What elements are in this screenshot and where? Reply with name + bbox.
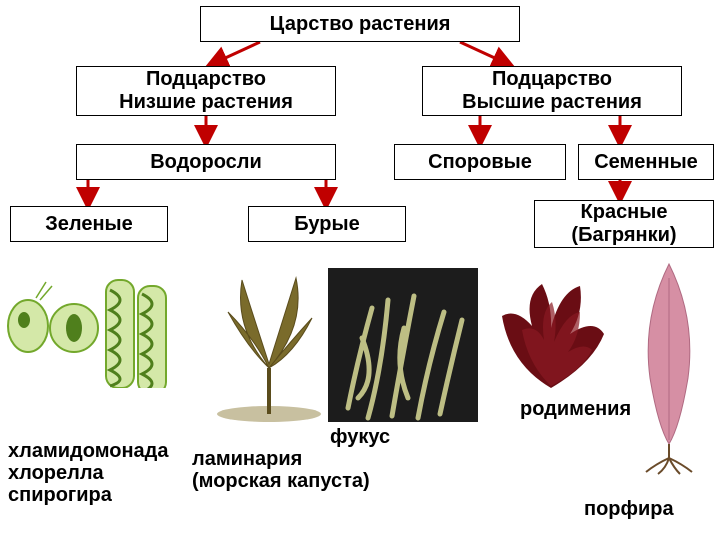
arrow-1 xyxy=(460,42,510,65)
node-spore: Споровые xyxy=(394,144,566,180)
node-kingdom: Царство растения xyxy=(200,6,520,42)
node-algae: Водоросли xyxy=(76,144,336,180)
node-sub_higher-line2: Высшие растения xyxy=(462,91,642,114)
node-seed-line1: Семенные xyxy=(594,151,698,174)
arrow-0 xyxy=(210,42,260,65)
label-rodim: родимения xyxy=(520,398,631,421)
node-red-line1: Красные xyxy=(581,201,668,224)
label-fucus: фукус xyxy=(330,426,390,449)
node-sub_lower-line1: Подцарство xyxy=(146,68,266,91)
illus-green_cells xyxy=(6,268,194,388)
node-sub_higher: ПодцарствоВысшие растения xyxy=(422,66,682,116)
node-sub_lower-line2: Низшие растения xyxy=(119,91,293,114)
illus-rodimenia xyxy=(488,268,614,394)
node-brown: Бурые xyxy=(248,206,406,242)
illus-porphyra xyxy=(628,258,710,476)
node-red: Красные(Багрянки) xyxy=(534,200,714,248)
label-lamin2: (морская капуста) xyxy=(192,470,370,493)
label-chlamy: хламидомонада xyxy=(8,440,168,463)
node-brown-line1: Бурые xyxy=(294,213,359,236)
illus-fucus xyxy=(328,268,478,422)
label-chlor: хлорелла xyxy=(8,462,104,485)
label-spiro: спирогира xyxy=(8,484,112,507)
illus-laminaria xyxy=(214,268,324,422)
label-lamin1: ламинария xyxy=(192,448,302,471)
node-red-line2: (Багрянки) xyxy=(571,224,676,247)
label-porph: порфира xyxy=(584,498,674,521)
node-seed: Семенные xyxy=(578,144,714,180)
node-kingdom-line1: Царство растения xyxy=(270,13,451,36)
node-sub_higher-line1: Подцарство xyxy=(492,68,612,91)
node-sub_lower: ПодцарствоНизшие растения xyxy=(76,66,336,116)
node-spore-line1: Споровые xyxy=(428,151,532,174)
node-green: Зеленые xyxy=(10,206,168,242)
node-algae-line1: Водоросли xyxy=(150,151,262,174)
node-green-line1: Зеленые xyxy=(45,213,133,236)
